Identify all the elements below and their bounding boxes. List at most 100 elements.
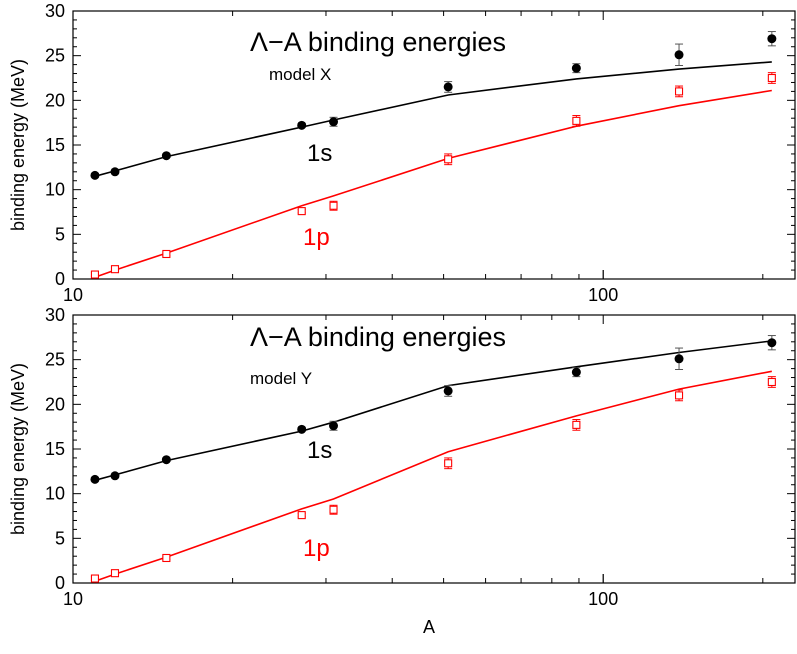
marker-circle — [767, 34, 777, 44]
marker-circle — [443, 82, 453, 92]
marker-circle — [161, 455, 171, 465]
data-point-1s — [161, 151, 171, 161]
y-tick-label: 20 — [45, 394, 65, 414]
data-point-1s — [767, 31, 777, 47]
marker-square — [90, 270, 99, 279]
panel-model-y: 0 5 10 15 20 25 30 10 100 binding energy (MeV) A Λ−… — [8, 305, 796, 637]
marker-square — [572, 420, 581, 429]
marker-square — [674, 87, 684, 96]
data-point-1s — [443, 385, 453, 397]
data-point-1s — [443, 81, 453, 93]
chart-subtitle: model Y — [250, 369, 312, 388]
data-point-1s — [571, 367, 581, 378]
y-tick-label: 0 — [55, 573, 65, 593]
marker-square — [162, 553, 171, 563]
data-point-1p — [767, 376, 776, 388]
data-point-1s — [571, 63, 581, 74]
data-point-1p — [297, 207, 306, 216]
marker-square — [444, 459, 453, 468]
marker-circle — [110, 471, 120, 481]
y-tick-label: 10 — [45, 180, 65, 200]
data-point-1s — [110, 167, 120, 177]
marker-circle — [571, 63, 581, 73]
y-axis-label: binding energy (MeV) — [8, 363, 28, 535]
marker-circle — [767, 338, 777, 348]
y-tick-label: 5 — [55, 528, 65, 548]
marker-square — [110, 265, 120, 274]
x-tick-label: 10 — [63, 589, 83, 609]
data-point-1p — [572, 419, 581, 431]
marker-circle — [571, 367, 581, 377]
marker-circle — [674, 354, 684, 364]
data-point-1p — [674, 389, 684, 402]
data-point-1s — [297, 424, 307, 434]
data-point-1p — [90, 574, 99, 583]
chart-title: Λ−A binding energies — [250, 27, 506, 57]
plot-frame — [72, 314, 796, 584]
data-point-1p — [110, 569, 120, 578]
data-point-1s — [161, 455, 171, 465]
y-tick-label: 10 — [45, 484, 65, 504]
data-point-1s — [90, 170, 100, 180]
marker-circle — [297, 120, 307, 130]
data-point-1s — [767, 335, 777, 351]
marker-circle — [110, 167, 120, 177]
data-point-1p — [329, 504, 338, 515]
x-tick-label: 100 — [588, 589, 618, 609]
series-label-1p: 1p — [303, 224, 330, 251]
y-tick-label: 0 — [55, 269, 65, 289]
series-line-1s — [94, 61, 772, 178]
marker-circle — [297, 424, 307, 434]
series-label-1s: 1s — [307, 437, 332, 464]
y-tick-label: 15 — [45, 135, 65, 155]
y-axis-label: binding energy (MeV) — [8, 59, 28, 231]
marker-square — [767, 377, 776, 387]
marker-square — [297, 207, 306, 216]
y-tick-label: 30 — [45, 305, 65, 325]
marker-square — [329, 201, 338, 210]
data-point-1s — [110, 471, 120, 481]
series-line-1p — [94, 370, 772, 582]
data-point-1s — [329, 420, 339, 431]
series-line-1s — [94, 340, 772, 482]
x-tick-label: 100 — [588, 285, 618, 305]
series-label-1p: 1p — [303, 535, 330, 562]
data-point-1s — [329, 116, 339, 127]
data-point-1s — [674, 43, 684, 66]
y-tick-label: 25 — [45, 350, 65, 370]
data-point-1p — [297, 511, 306, 520]
marker-square — [329, 505, 338, 514]
data-point-1s — [297, 120, 307, 130]
data-point-1p — [329, 200, 338, 211]
marker-square — [767, 73, 776, 83]
marker-circle — [161, 151, 171, 161]
data-point-1p — [162, 553, 171, 563]
y-tick-label: 30 — [45, 1, 65, 21]
data-point-1s — [674, 347, 684, 370]
chart-subtitle: model X — [269, 65, 331, 84]
series-label-1s: 1s — [307, 140, 332, 167]
marker-square — [162, 249, 171, 259]
data-point-1p — [767, 72, 776, 84]
marker-square — [444, 155, 453, 164]
panel-model-x: 0 5 10 15 20 25 30 10 100 binding energy (MeV) Λ−A… — [8, 1, 796, 305]
y-tick-label: 15 — [45, 439, 65, 459]
data-point-1p — [162, 249, 171, 259]
data-point-1p — [572, 115, 581, 127]
y-tick-label: 5 — [55, 224, 65, 244]
marker-square — [572, 116, 581, 125]
series-line-1p — [94, 89, 772, 278]
marker-square — [110, 569, 120, 578]
y-tick-label: 20 — [45, 90, 65, 110]
marker-square — [90, 574, 99, 583]
data-point-1s — [90, 474, 100, 484]
marker-square — [297, 511, 306, 520]
data-point-1p — [674, 85, 684, 98]
data-point-1p — [90, 270, 99, 279]
marker-circle — [443, 386, 453, 396]
marker-square — [674, 391, 684, 400]
data-point-1p — [444, 457, 453, 470]
marker-circle — [90, 474, 100, 484]
y-tick-label: 25 — [45, 46, 65, 66]
